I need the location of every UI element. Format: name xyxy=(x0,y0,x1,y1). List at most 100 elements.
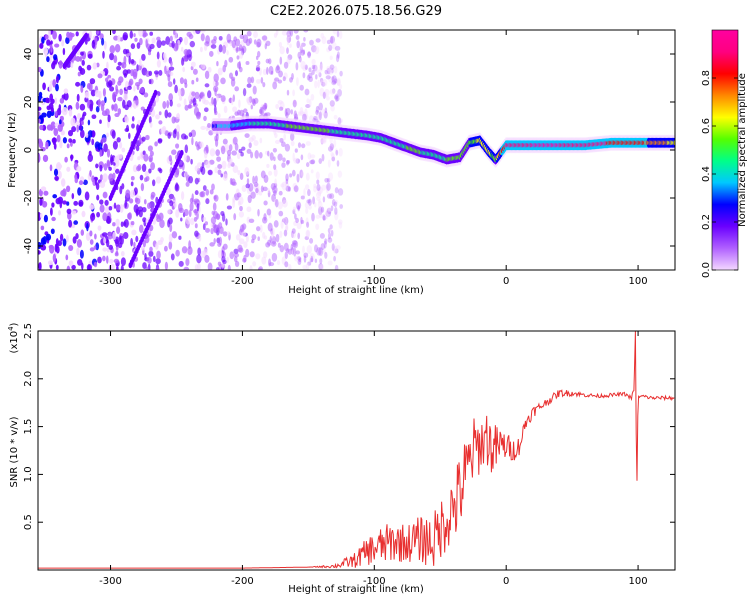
noise-speckle xyxy=(153,70,159,75)
noise-speckle xyxy=(166,100,170,109)
noise-speckle xyxy=(272,81,278,90)
noise-speckle xyxy=(213,97,217,107)
noise-speckle xyxy=(270,228,274,235)
noise-speckle xyxy=(294,255,299,262)
noise-speckle xyxy=(309,160,315,165)
noise-speckle xyxy=(107,231,113,240)
noise-speckle xyxy=(285,185,291,192)
noise-speckle xyxy=(167,81,173,88)
snr-panel: -300 -200 -100 0 100 0.5 1.0 1.5 2.0 2.5 Height … xyxy=(7,322,676,595)
noise-speckle xyxy=(320,108,326,116)
noise-speckle xyxy=(275,65,281,74)
noise-speckle xyxy=(109,86,115,92)
noise-speckle xyxy=(41,112,47,118)
noise-speckle xyxy=(315,64,318,74)
noise-speckle xyxy=(183,48,189,56)
noise-speckle xyxy=(217,113,221,119)
noise-speckle xyxy=(315,105,320,113)
noise-speckle xyxy=(45,97,49,104)
noise-speckle xyxy=(304,64,308,70)
noise-speckle xyxy=(297,111,301,116)
noise-speckle xyxy=(148,79,152,85)
noise-speckle xyxy=(168,66,175,71)
noise-speckle xyxy=(141,136,146,142)
noise-speckle xyxy=(130,176,135,181)
noise-speckle xyxy=(117,34,121,43)
noise-speckle xyxy=(321,81,326,87)
noise-speckle xyxy=(275,199,279,208)
noise-speckle xyxy=(119,235,122,245)
noise-speckle xyxy=(126,69,132,74)
noise-speckle xyxy=(284,251,288,259)
noise-speckle xyxy=(330,36,334,45)
noise-speckle xyxy=(315,38,321,43)
noise-speckle xyxy=(320,206,325,213)
noise-speckle xyxy=(152,255,156,263)
snr-y-ticks: 0.5 1.0 1.5 2.0 2.5 xyxy=(23,323,675,530)
noise-speckle xyxy=(220,145,226,155)
noise-speckle xyxy=(130,189,136,198)
noise-speckle xyxy=(46,56,50,63)
noise-speckle xyxy=(246,148,252,154)
noise-speckle xyxy=(139,174,144,181)
noise-speckle xyxy=(183,266,190,270)
noise-speckle xyxy=(59,97,65,104)
noise-speckle xyxy=(128,198,134,204)
noise-speckle xyxy=(115,84,118,92)
noise-speckle xyxy=(102,87,106,97)
noise-speckle xyxy=(142,240,146,248)
noise-speckle xyxy=(327,172,334,181)
noise-speckle xyxy=(85,133,89,138)
noise-speckle xyxy=(275,233,280,243)
noise-speckle xyxy=(288,248,294,254)
noise-speckle xyxy=(82,179,88,186)
noise-speckle xyxy=(289,43,292,48)
noise-speckle xyxy=(194,190,199,196)
noise-speckle xyxy=(65,254,69,261)
noise-speckle xyxy=(261,256,267,265)
noise-speckle xyxy=(222,231,228,237)
noise-speckle xyxy=(293,220,298,227)
noise-speckle xyxy=(255,253,261,260)
noise-speckle xyxy=(161,40,166,46)
noise-speckle xyxy=(107,114,111,123)
noise-speckle xyxy=(300,49,306,56)
noise-speckle xyxy=(253,31,258,39)
noise-speckle xyxy=(321,36,327,45)
noise-speckle xyxy=(56,134,61,143)
noise-speckle xyxy=(338,147,343,157)
noise-speckle xyxy=(149,31,154,36)
noise-speckle xyxy=(312,64,318,72)
snr-y-multiplier-exp: 4 xyxy=(7,326,15,331)
colorbar-tick-label: 0.2 xyxy=(701,214,712,230)
noise-speckle xyxy=(156,250,161,259)
noise-speckle xyxy=(311,212,315,222)
noise-speckle xyxy=(315,223,320,230)
noise-speckle xyxy=(251,238,255,244)
spectrogram-x-label: Height of straight line (km) xyxy=(288,285,424,296)
noise-speckle xyxy=(227,264,231,270)
noise-speckle xyxy=(323,240,327,249)
noise-speckle xyxy=(226,149,232,156)
noise-speckle xyxy=(38,66,42,73)
noise-speckle xyxy=(70,154,73,162)
noise-speckle xyxy=(167,132,171,139)
noise-speckle xyxy=(281,162,286,168)
noise-speckle xyxy=(339,204,344,209)
noise-speckle xyxy=(216,156,222,162)
noise-speckle xyxy=(202,223,206,231)
noise-speckle xyxy=(339,70,343,77)
noise-speckle xyxy=(55,238,59,246)
noise-speckle xyxy=(183,78,188,85)
noise-speckle xyxy=(38,140,44,149)
noise-speckle xyxy=(194,91,200,100)
noise-speckle xyxy=(109,45,116,54)
noise-speckle xyxy=(103,237,107,244)
noise-speckle xyxy=(156,36,161,41)
noise-speckle xyxy=(94,233,97,240)
noise-speckle xyxy=(336,77,341,87)
noise-speckle xyxy=(55,83,59,92)
noise-speckle xyxy=(151,37,156,44)
noise-speckle xyxy=(61,39,65,47)
spectrogram-y-label: Frequency (Hz) xyxy=(7,112,18,188)
